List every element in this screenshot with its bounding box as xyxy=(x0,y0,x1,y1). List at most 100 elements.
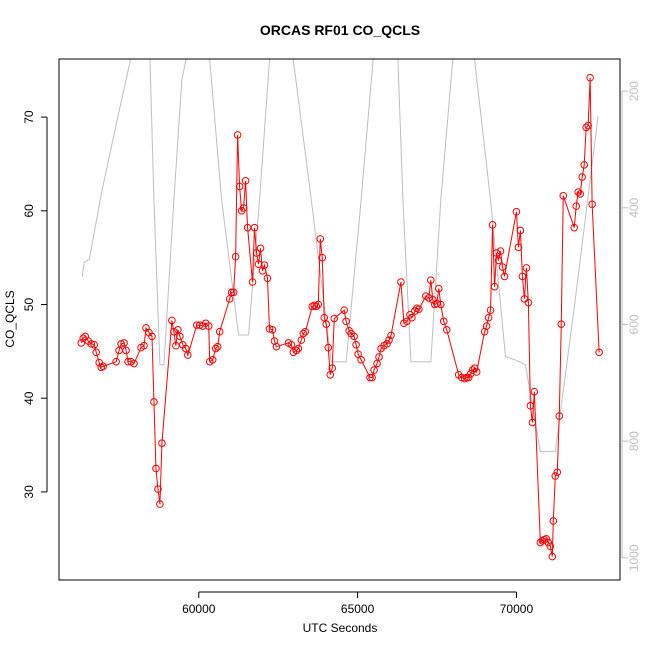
data-point xyxy=(140,341,148,350)
data-point xyxy=(555,412,564,420)
data-point xyxy=(588,200,596,209)
data-point xyxy=(595,348,603,357)
data-point xyxy=(496,247,505,255)
data-point xyxy=(490,282,499,291)
data-point xyxy=(385,336,393,344)
x-tick-label: 65000 xyxy=(341,602,375,616)
data-point xyxy=(170,327,178,336)
data-point xyxy=(99,362,107,371)
data-point xyxy=(500,272,509,281)
data-point xyxy=(544,538,553,547)
x-axis-label: UTC Seconds xyxy=(303,621,378,635)
data-point xyxy=(512,207,521,216)
plot-box xyxy=(58,58,621,581)
data-point xyxy=(152,464,160,473)
data-point xyxy=(227,288,236,297)
data-point xyxy=(484,313,493,322)
data-point xyxy=(425,294,433,302)
data-point xyxy=(254,260,263,269)
data-point xyxy=(494,256,503,265)
data-point xyxy=(265,325,274,333)
data-point xyxy=(442,326,451,334)
data-point xyxy=(546,542,555,551)
data-point xyxy=(526,401,535,410)
data-point xyxy=(250,223,259,232)
data-point xyxy=(233,131,242,139)
data-point xyxy=(553,468,562,477)
data-point xyxy=(292,346,301,355)
data-point xyxy=(486,306,495,314)
y-tick-label: 30 xyxy=(22,485,36,499)
data-point xyxy=(211,344,220,353)
data-point xyxy=(433,299,441,308)
series-line xyxy=(81,59,599,453)
data-point xyxy=(340,306,348,314)
data-point xyxy=(584,121,592,130)
data-point xyxy=(549,517,558,525)
data-point xyxy=(287,341,296,349)
y2-tick-label: 800 xyxy=(627,431,641,451)
data-point xyxy=(95,358,103,367)
data-point xyxy=(551,472,560,480)
data-point xyxy=(557,320,566,328)
data-point xyxy=(408,313,416,322)
data-point xyxy=(314,300,323,309)
data-point xyxy=(373,359,381,368)
data-point xyxy=(231,252,240,261)
data-point xyxy=(403,317,411,326)
data-point xyxy=(528,418,537,427)
data-point xyxy=(522,264,531,272)
data-point xyxy=(320,313,329,322)
chart-title: ORCAS RF01 CO_QCLS xyxy=(260,22,420,38)
data-point xyxy=(256,244,265,253)
data-point xyxy=(498,263,507,271)
data-point xyxy=(130,359,138,368)
series-line xyxy=(80,77,600,557)
data-point xyxy=(120,339,128,347)
data-point xyxy=(260,261,269,269)
data-point xyxy=(387,331,395,340)
y-tick-label: 50 xyxy=(22,298,36,312)
data-point xyxy=(470,364,479,373)
data-point xyxy=(215,327,224,336)
data-point xyxy=(174,326,182,334)
data-point xyxy=(268,326,277,334)
data-point xyxy=(397,278,405,286)
data-point xyxy=(77,339,86,347)
data-point xyxy=(439,317,448,326)
data-point xyxy=(150,398,158,406)
data-point xyxy=(586,73,594,82)
data-point xyxy=(241,177,250,185)
data-point xyxy=(435,284,443,293)
data-point xyxy=(578,173,586,181)
data-point xyxy=(263,274,272,283)
data-point xyxy=(516,226,525,235)
data-point xyxy=(429,296,437,304)
data-point xyxy=(87,340,96,348)
x-tick-label: 60000 xyxy=(182,602,216,616)
data-point xyxy=(213,342,222,351)
data-point xyxy=(492,249,501,257)
data-point xyxy=(312,302,321,311)
data-point xyxy=(154,485,162,493)
data-point xyxy=(322,320,331,328)
data-point xyxy=(375,353,383,361)
data-point xyxy=(548,552,557,561)
data-point xyxy=(182,344,190,353)
y2-tick-label: 400 xyxy=(627,197,641,217)
data-point xyxy=(272,342,281,351)
data-point xyxy=(582,123,590,132)
y-tick-label: 60 xyxy=(22,204,36,218)
data-point xyxy=(427,276,435,284)
data-point xyxy=(383,340,391,348)
data-point xyxy=(301,327,310,336)
data-point xyxy=(570,223,579,232)
data-point xyxy=(368,373,376,382)
data-point xyxy=(239,204,248,212)
data-point xyxy=(229,288,238,297)
y2-tick-label: 200 xyxy=(627,81,641,101)
data-point xyxy=(324,343,333,352)
data-point xyxy=(252,249,261,257)
data-point xyxy=(468,366,477,374)
data-point xyxy=(559,192,568,200)
